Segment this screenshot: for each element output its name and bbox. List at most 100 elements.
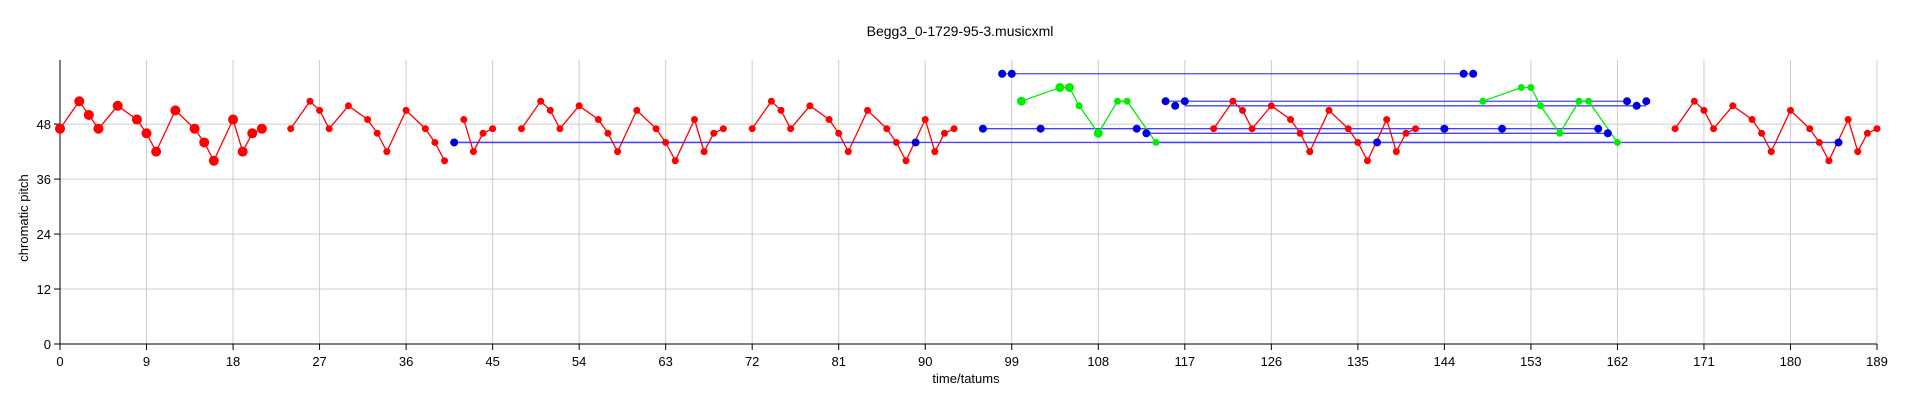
red-note-point	[594, 116, 602, 124]
red-note-point	[151, 146, 162, 157]
x-tick-label: 27	[312, 354, 326, 369]
x-tick-label: 153	[1520, 354, 1542, 369]
blue-note-point	[1171, 101, 1180, 110]
green-note-point	[1479, 97, 1487, 105]
red-note-point	[1863, 129, 1871, 137]
blue-note-point	[1469, 69, 1478, 78]
red-note-point	[479, 129, 487, 137]
x-tick-label: 36	[399, 354, 413, 369]
blue-note-point	[1373, 138, 1382, 147]
red-note-point	[633, 106, 641, 114]
blue-points	[450, 69, 1843, 147]
red-note-point	[1786, 106, 1794, 114]
red-note-point	[604, 129, 612, 137]
red-note-point	[1325, 106, 1333, 114]
blue-note-point	[1036, 124, 1045, 133]
red-note-point	[921, 116, 929, 124]
red-note-point	[710, 129, 718, 137]
blue-note-point	[911, 138, 920, 147]
blue-note-point	[1498, 124, 1507, 133]
red-note-point	[546, 106, 554, 114]
red-note-point	[748, 125, 756, 133]
x-tick-label: 144	[1434, 354, 1456, 369]
red-note-point	[344, 102, 352, 110]
blue-note-point	[1834, 138, 1843, 147]
red-note-point	[940, 129, 948, 137]
y-tick-label: 0	[44, 337, 51, 352]
green-series-line	[1021, 86, 1157, 143]
red-series-line	[751, 100, 955, 163]
red-note-point	[208, 155, 219, 166]
green-note-point	[1123, 97, 1131, 105]
red-note-point	[431, 138, 439, 146]
red-note-point	[141, 128, 152, 139]
red-note-point	[1815, 138, 1823, 146]
red-note-point	[1844, 116, 1852, 124]
y-tick-label: 12	[37, 282, 51, 297]
x-tick-label: 81	[831, 354, 845, 369]
x-tick-label: 180	[1780, 354, 1802, 369]
red-note-point	[671, 157, 679, 165]
red-note-point	[441, 157, 449, 165]
red-note-point	[1210, 125, 1218, 133]
red-note-point	[806, 102, 814, 110]
blue-note-point	[1603, 129, 1612, 138]
x-tick-label: 99	[1005, 354, 1019, 369]
red-note-point	[1806, 125, 1814, 133]
red-series-line	[463, 119, 493, 154]
y-axis-title: chromatic pitch	[16, 174, 31, 261]
red-note-point	[1287, 116, 1295, 124]
red-note-point	[825, 116, 833, 124]
red-note-point	[460, 116, 468, 124]
green-note-point	[1075, 102, 1083, 110]
x-tick-label: 54	[572, 354, 586, 369]
x-tick-label: 9	[143, 354, 150, 369]
red-series-line	[1674, 100, 1878, 163]
red-note-point	[316, 106, 324, 114]
blue-note-point	[1180, 97, 1189, 106]
red-note-point	[1392, 148, 1400, 156]
red-note-point	[883, 125, 891, 133]
red-note-point	[469, 148, 477, 156]
red-note-point	[364, 116, 372, 124]
red-note-point	[931, 148, 939, 156]
blue-note-point	[1623, 97, 1632, 106]
red-note-point	[1873, 125, 1881, 133]
x-tick-label: 117	[1174, 354, 1195, 369]
red-note-point	[1344, 125, 1352, 133]
blue-lines	[454, 73, 1839, 144]
x-tick-label: 0	[56, 354, 63, 369]
red-note-point	[1363, 157, 1371, 165]
blue-note-point	[1007, 69, 1016, 78]
red-note-point	[199, 137, 210, 148]
red-note-point	[517, 125, 525, 133]
x-tick-label: 162	[1607, 354, 1629, 369]
green-note-point	[1613, 138, 1621, 146]
x-tick-label: 90	[918, 354, 932, 369]
red-note-point	[1748, 116, 1756, 124]
red-note-point	[237, 146, 248, 157]
series	[55, 82, 1881, 166]
red-note-point	[55, 123, 65, 134]
blue-note-point	[978, 124, 987, 133]
red-note-point	[489, 125, 497, 133]
blue-note-point	[1594, 124, 1603, 133]
blue-note-point	[998, 69, 1007, 78]
red-note-point	[787, 125, 795, 133]
green-note-point	[1575, 97, 1583, 105]
green-note-point	[1527, 83, 1535, 91]
red-note-point	[1296, 129, 1304, 137]
x-tick-label: 63	[658, 354, 672, 369]
red-note-point	[1412, 125, 1420, 133]
red-note-point	[383, 148, 391, 156]
red-note-point	[1229, 97, 1237, 105]
labels: Begg3_0-1729-95-3.musicxml time/tatums c…	[16, 23, 1053, 386]
red-note-point	[662, 138, 670, 146]
red-note-point	[1690, 97, 1698, 105]
red-note-point	[373, 129, 381, 137]
x-tick-label: 126	[1260, 354, 1282, 369]
green-note-point	[1093, 128, 1103, 138]
green-note-point	[1055, 82, 1065, 92]
red-note-point	[1854, 148, 1862, 156]
